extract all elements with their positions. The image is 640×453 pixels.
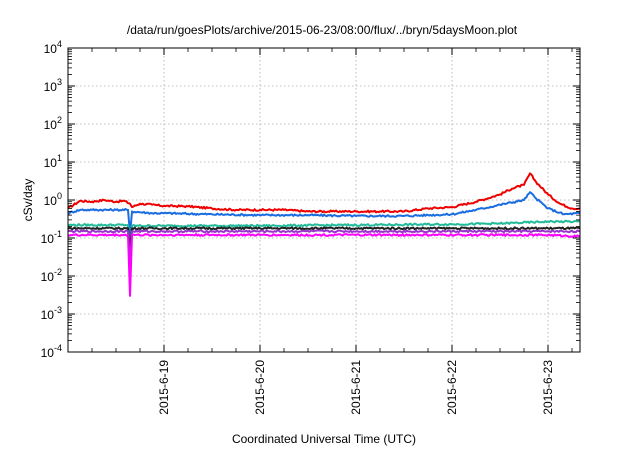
y-tick-label: 102 xyxy=(44,115,62,132)
y-axis-label: cSv/day xyxy=(21,179,35,222)
y-tick-label: 100 xyxy=(44,191,62,208)
y-tick-label: 104 xyxy=(44,39,62,56)
y-tick-label: 10-3 xyxy=(41,305,62,322)
y-tick-label: 10-1 xyxy=(41,229,62,246)
series-line xyxy=(67,226,581,251)
x-axis-label: Coordinated Universal Time (UTC) xyxy=(232,432,416,446)
y-tick-label: 101 xyxy=(44,153,62,170)
x-tick-label: 2015-6-20 xyxy=(253,360,267,415)
series-line xyxy=(67,172,581,214)
series-lines xyxy=(67,172,581,297)
series-line xyxy=(67,219,581,248)
chart-title: /data/run/goesPlots/archive/2015-06-23/0… xyxy=(127,23,518,37)
x-tick-label: 2015-6-23 xyxy=(541,360,555,415)
x-tick-label: 2015-6-19 xyxy=(157,360,171,415)
series-line xyxy=(67,233,581,297)
y-tick-label: 10-4 xyxy=(41,343,62,360)
series-line xyxy=(67,229,581,266)
y-tick-label: 10-2 xyxy=(41,267,62,284)
x-tick-label: 2015-6-21 xyxy=(349,360,363,415)
x-tick-label: 2015-6-22 xyxy=(445,360,459,415)
y-tick-label: 103 xyxy=(44,77,62,94)
axis-ticks: 10-4 10-3 10-2 10-1 100 101 102 103 104 2015-6-19… xyxy=(41,39,580,415)
grid-lines xyxy=(68,48,580,352)
series-line xyxy=(67,191,581,236)
